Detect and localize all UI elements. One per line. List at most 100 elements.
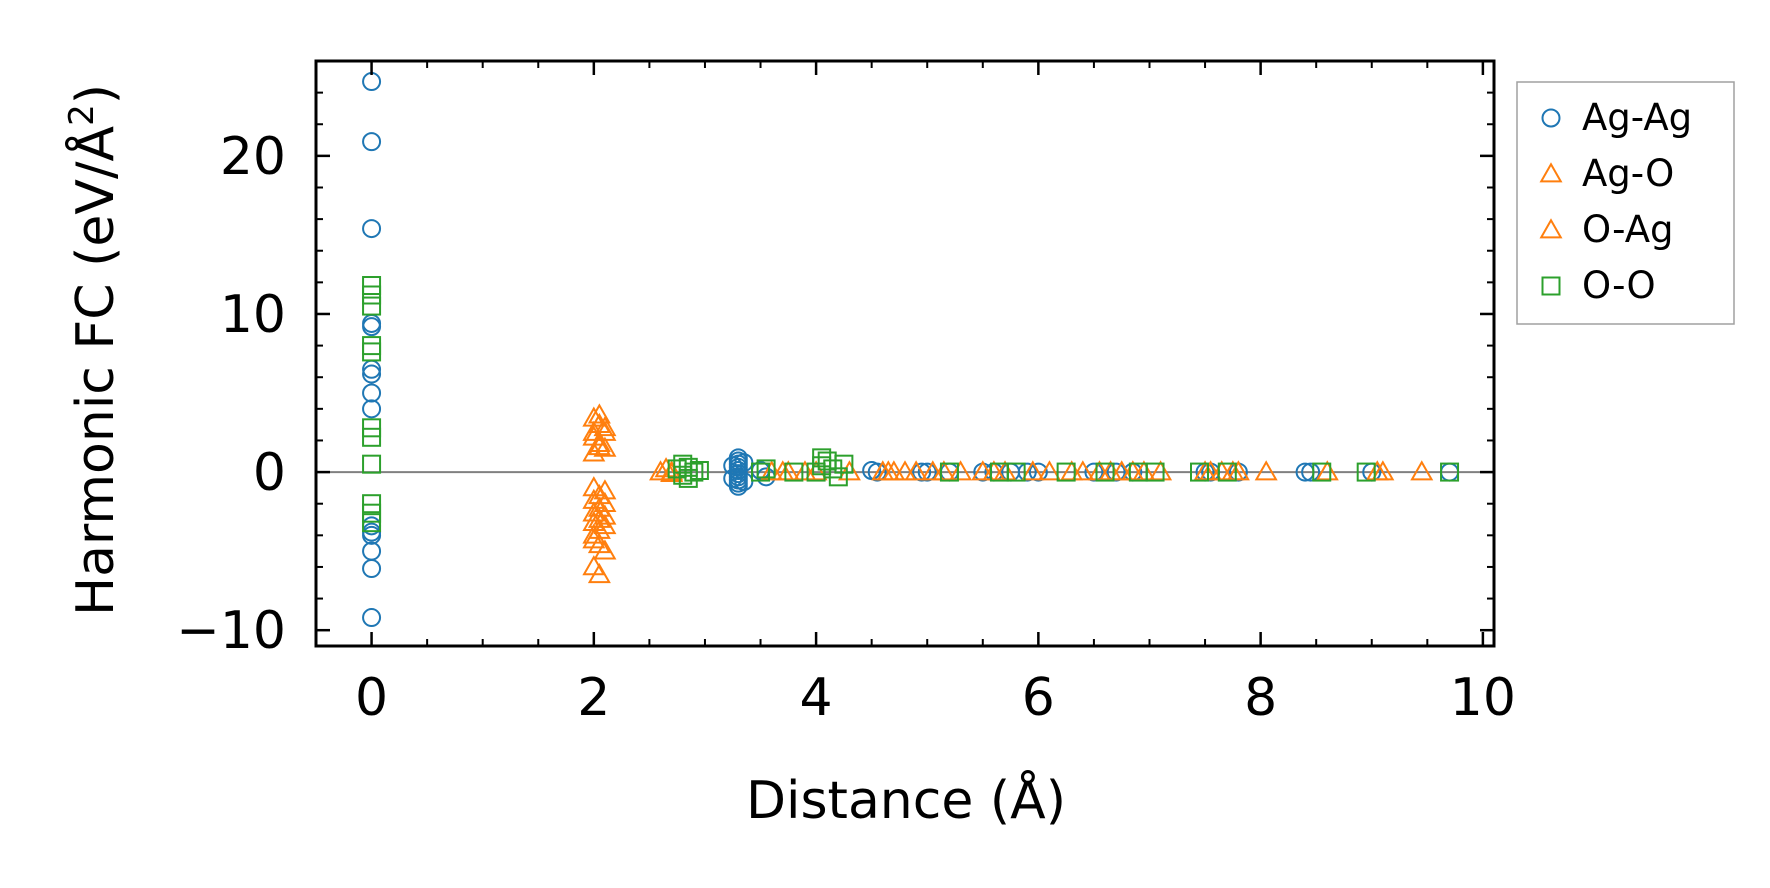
data-point-ag-o <box>893 460 917 481</box>
data-point-ag-o <box>760 460 784 481</box>
x-tick-label: 0 <box>355 668 388 728</box>
data-point-ag-ag <box>723 456 743 476</box>
data-point-o-o <box>362 296 382 316</box>
y-axis-label: Harmonic FC (eV/Å2) <box>62 84 126 616</box>
legend-item-ag-ag: Ag-Ag <box>1541 96 1692 139</box>
y-tick-label: −10 <box>176 601 286 661</box>
data-point-ag-ag <box>723 468 743 488</box>
data-point-o-ag <box>1071 460 1095 481</box>
data-point-o-ag <box>587 518 611 539</box>
data-point-ag-ag <box>1084 462 1104 482</box>
plot-frame <box>314 59 1496 648</box>
data-point-ag-ag <box>362 525 382 545</box>
data-point-o-o <box>1356 462 1376 482</box>
data-point-ag-ag <box>362 219 382 239</box>
x-tick-label: 8 <box>1244 668 1277 728</box>
data-point-ag-ag <box>362 608 382 628</box>
data-point-o-ag <box>593 504 617 525</box>
data-point-ag-o <box>793 460 817 481</box>
x-tick-label: 6 <box>1022 668 1055 728</box>
legend: Ag-Ag Ag-O O-Ag O-O <box>1516 81 1735 325</box>
data-point-o-o <box>812 456 832 476</box>
data-point-o-ag <box>582 528 606 549</box>
data-point-o-o <box>362 342 382 362</box>
data-point-o-ag <box>776 460 800 481</box>
data-point-ag-ag <box>362 399 382 419</box>
data-point-o-o <box>362 427 382 447</box>
data-point-ag-ag <box>1028 462 1048 482</box>
data-point-o-o <box>1006 462 1026 482</box>
data-point-ag-o <box>587 563 611 584</box>
ticks-layer: 0 2 4 6 8 10 −10 0 10 20 <box>176 60 1516 728</box>
data-point-ag-o <box>1060 460 1084 481</box>
data-point-ag-o <box>971 460 995 481</box>
data-point-o-ag <box>593 479 617 500</box>
data-point-ag-o <box>1254 460 1278 481</box>
data-points-layer <box>362 72 1460 628</box>
data-point-o-o <box>1217 462 1237 482</box>
data-point-o-ag <box>1099 460 1123 481</box>
data-point-ag-o <box>1410 460 1434 481</box>
data-point-o-ag <box>982 460 1006 481</box>
legend-items: Ag-Ag Ag-O O-Ag O-O <box>1539 96 1692 307</box>
data-point-ag-ag <box>362 559 382 579</box>
legend-label: O-Ag <box>1582 208 1674 251</box>
data-point-ag-ag <box>362 132 382 152</box>
data-point-o-o <box>806 462 826 482</box>
data-point-ag-o <box>593 436 617 457</box>
data-point-ag-o <box>1210 460 1234 481</box>
data-point-ag-o <box>587 431 611 452</box>
data-point-o-ag <box>1199 460 1223 481</box>
data-point-o-ag <box>660 460 684 481</box>
data-point-ag-o <box>654 457 678 478</box>
data-point-o-o <box>362 285 382 305</box>
data-point-o-o <box>756 459 776 479</box>
data-point-o-ag <box>932 460 956 481</box>
y-tick-label: 20 <box>220 127 286 187</box>
data-point-ag-o <box>921 460 945 481</box>
data-point-ag-o <box>649 460 673 481</box>
data-point-o-o <box>1145 462 1165 482</box>
legend-marker-o-ag <box>1539 218 1563 239</box>
data-point-o-ag <box>593 416 617 437</box>
data-point-o-ag <box>904 460 928 481</box>
data-point-o-o <box>362 454 382 474</box>
data-point-o-o <box>1440 462 1460 482</box>
data-point-o-ag <box>587 434 611 456</box>
data-point-ag-o <box>582 523 606 544</box>
legend-label: Ag-Ag <box>1582 96 1692 139</box>
data-point-ag-ag <box>867 462 887 482</box>
data-point-o-o <box>1312 462 1332 482</box>
data-point-o-o <box>1190 462 1209 482</box>
data-point-ag-ag <box>912 462 932 482</box>
x-tick-label: 2 <box>577 668 610 728</box>
x-axis-label: Distance (Å) <box>746 769 1066 831</box>
data-point-ag-o <box>949 460 973 481</box>
data-point-ag-o <box>582 441 606 462</box>
data-point-ag-ag <box>1017 462 1037 482</box>
legend-frame <box>1516 81 1735 325</box>
data-point-ag-o <box>993 460 1017 481</box>
data-point-o-ag <box>582 420 606 441</box>
x-tick-label: 10 <box>1450 668 1516 728</box>
data-point-o-o <box>828 467 848 487</box>
data-point-ag-o <box>1037 460 1061 481</box>
data-point-ag-ag <box>362 383 382 403</box>
legend-item-o-o: O-O <box>1541 264 1656 307</box>
data-point-o-ag <box>1121 460 1145 481</box>
data-point-o-ag <box>593 539 617 560</box>
data-point-o-ag <box>1221 460 1245 481</box>
legend-label: O-O <box>1582 264 1656 307</box>
data-point-o-ag <box>587 403 611 424</box>
data-point-o-ag <box>876 460 900 481</box>
data-point-ag-o <box>1087 460 1111 481</box>
data-point-o-o <box>834 454 854 474</box>
data-point-o-o <box>751 462 771 482</box>
legend-item-o-ag: O-Ag <box>1539 208 1674 251</box>
legend-marker-ag-o <box>1539 162 1563 183</box>
data-point-ag-o <box>1132 460 1156 481</box>
data-point-ag-ag <box>362 364 382 384</box>
y-tick-label: 0 <box>253 443 286 503</box>
